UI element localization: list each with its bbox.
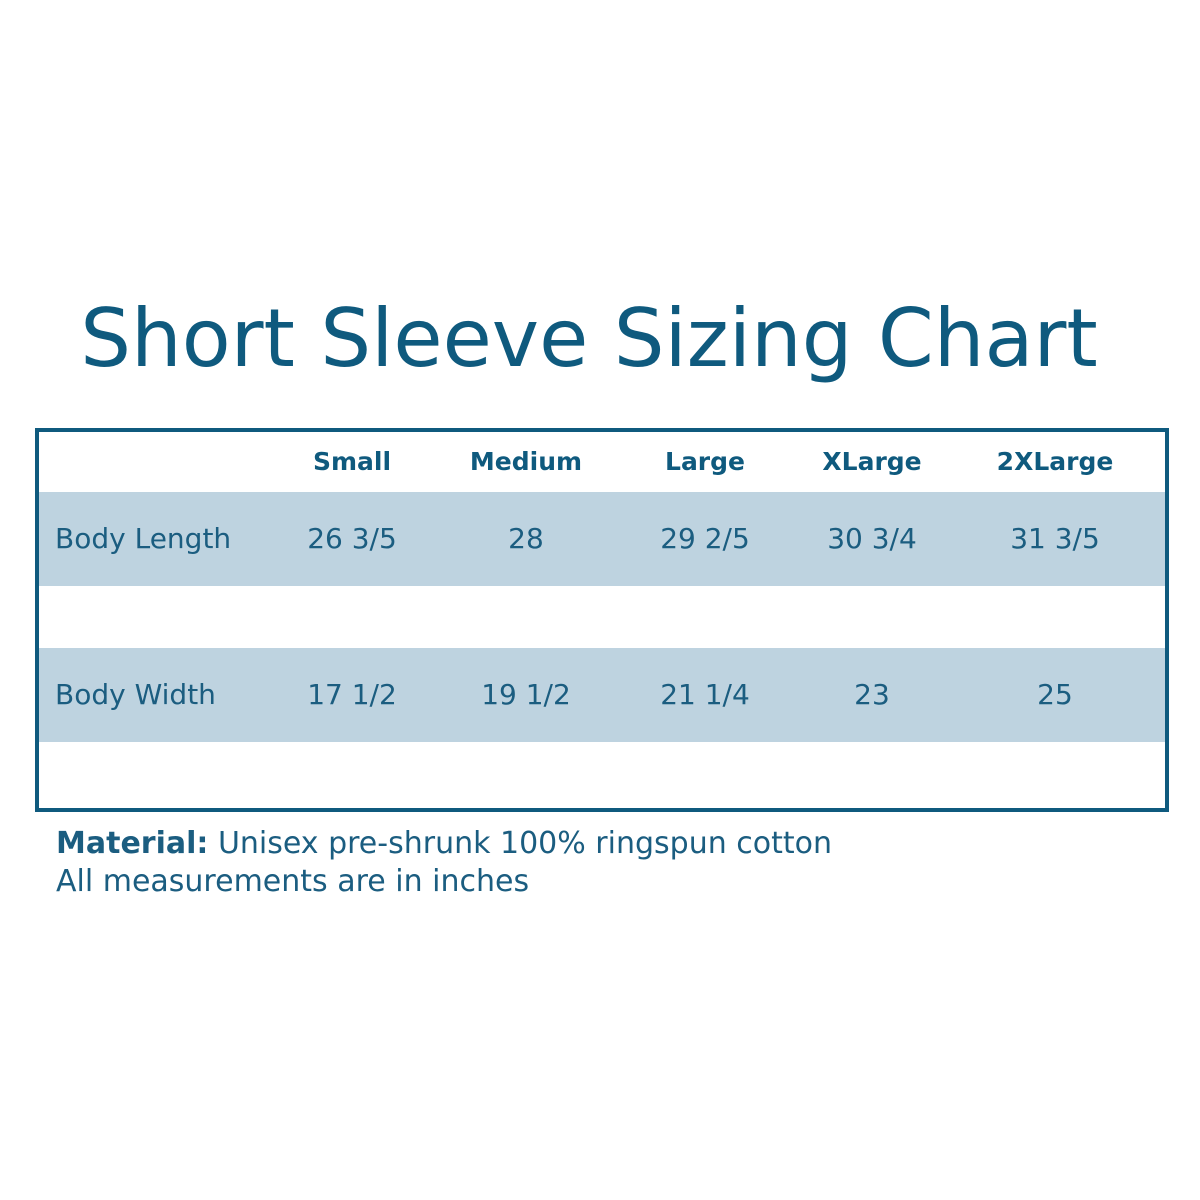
column-header: XLarge	[822, 447, 922, 476]
cell-value: 23	[854, 678, 890, 711]
units-note: All measurements are in inches	[56, 864, 530, 899]
size-table: Small Medium Large XLarge 2XLarge Body Length…	[35, 428, 1169, 812]
cell-value: 26 3/5	[307, 522, 397, 555]
row-label: Body Length	[55, 522, 232, 555]
column-header: Small	[312, 447, 392, 476]
cell-value: 19 1/2	[481, 678, 571, 711]
material-label: Material:	[56, 826, 209, 861]
cell-value: 25	[1037, 678, 1073, 711]
cell-value: 17 1/2	[307, 678, 397, 711]
row-label: Body Width	[55, 678, 216, 711]
material-text: Unisex pre-shrunk 100% ringspun cotton	[217, 826, 833, 861]
column-header: Large	[665, 447, 745, 476]
cell-value: 30 3/4	[827, 522, 917, 555]
cell-value: 31 3/5	[1010, 522, 1100, 555]
row-band	[39, 492, 1165, 586]
cell-value: 28	[508, 522, 544, 555]
material-note: Material: Unisex pre-shrunk 100% ringspu…	[56, 826, 832, 861]
cell-value: 21 1/4	[660, 678, 750, 711]
cell-value: 29 2/5	[660, 522, 750, 555]
title: Short Sleeve Sizing Chart	[80, 292, 1098, 385]
column-header: Medium	[469, 447, 583, 476]
column-header: 2XLarge	[996, 447, 1114, 476]
row-band	[39, 648, 1165, 742]
